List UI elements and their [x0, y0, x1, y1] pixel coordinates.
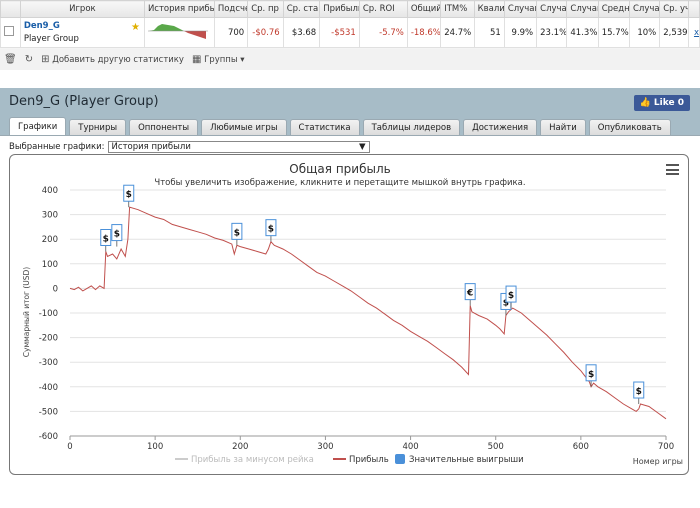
avg-profit-cell: -$0.76 [247, 17, 284, 48]
stats-table: Игрок История прибыли Подсчет Ср. пр Ср.… [0, 0, 700, 48]
stat-cell: 15.7% [597, 17, 630, 48]
trash-icon[interactable]: 🗑 [4, 54, 17, 65]
table-row[interactable]: Den9_G Player Group ★ 700 -$0.76 $3.68 -… [0, 17, 700, 48]
medal-icon: ★ [130, 22, 140, 33]
quali-cell: 51 [473, 17, 505, 48]
like-label: Like 0 [653, 98, 684, 108]
tab-opponents[interactable]: Оппоненты [129, 119, 199, 135]
column-header[interactable]: Игрок [19, 0, 145, 18]
groups-dropdown[interactable]: ▦ Группы ▾ [192, 54, 245, 65]
player-cell[interactable]: Den9_G Player Group ★ [19, 17, 145, 48]
remove-column-header [688, 0, 700, 18]
player-group-label: Player Group [23, 34, 79, 44]
column-header[interactable]: Ср. пр [247, 0, 284, 18]
stat-cell: 41.3% [566, 17, 599, 48]
avg-roi-cell: -5.7% [358, 17, 408, 48]
profit-sparkline-cell [143, 17, 215, 48]
panel-title: Den9_G (Player Group) [9, 94, 159, 109]
tab-statistics[interactable]: Статистика [289, 119, 360, 135]
panel-tabs: Графики Турниры Оппоненты Любимые игры С… [0, 117, 700, 135]
column-header[interactable]: История прибыли [143, 0, 215, 18]
avg-entrants-cell: 2,539 [659, 17, 690, 48]
chart-title: Общая прибыль [289, 162, 391, 176]
column-header[interactable]: Ср. уч [659, 0, 690, 18]
chart-menu-icon[interactable] [666, 164, 679, 175]
select-column-header [0, 0, 21, 18]
plus-icon: ⊞ [41, 54, 50, 65]
profit-sparkline [147, 24, 208, 39]
thumbs-up-icon: 👍 [639, 98, 651, 108]
itm-cell: 24.7% [440, 17, 475, 48]
stat-cell: 9.9% [503, 17, 538, 48]
column-header[interactable]: Общий [406, 0, 442, 18]
count-cell: 700 [213, 17, 249, 48]
refresh-icon[interactable]: ↻ [24, 54, 34, 65]
column-header[interactable]: Средн [597, 0, 630, 18]
player-panel-header: Den9_G (Player Group) 👍 Like 0 [0, 88, 700, 117]
profit-cell: -$531 [319, 17, 360, 48]
total-roi-cell: -18.6% [406, 17, 442, 48]
tab-find[interactable]: Найти [540, 119, 586, 135]
dropdown-arrow-icon: ▼ [358, 142, 366, 152]
table-header-row: Игрок История прибыли Подсчет Ср. пр Ср.… [0, 0, 700, 18]
stat-cell: 10% [628, 17, 661, 48]
tab-achievements[interactable]: Достижения [463, 119, 538, 135]
tab-favorite-games[interactable]: Любимые игры [201, 119, 287, 135]
column-header[interactable]: Случа [536, 0, 568, 18]
column-header[interactable]: Квали [473, 0, 505, 18]
chart-select-value: История прибыли [111, 142, 191, 152]
facebook-like-button[interactable]: 👍 Like 0 [633, 95, 690, 111]
groups-label: Группы [204, 55, 238, 65]
column-header[interactable]: Случаи [566, 0, 599, 18]
row-select-cell[interactable] [0, 17, 21, 48]
column-header[interactable]: ITM% [440, 0, 475, 18]
column-header[interactable]: Ср. ROI [358, 0, 408, 18]
chevron-down-icon: ▾ [240, 55, 245, 65]
chart-container[interactable] [9, 154, 689, 475]
stat-cell: 23.1% [536, 17, 568, 48]
row-checkbox[interactable] [4, 26, 14, 36]
tab-publish[interactable]: Опубликовать [588, 119, 671, 135]
chart-select-row: Выбранные графики: История прибыли ▼ [9, 141, 370, 153]
player-name-link[interactable]: Den9_G [23, 21, 60, 31]
tab-leaderboards[interactable]: Таблицы лидеров [362, 119, 461, 135]
tab-tournaments[interactable]: Турниры [69, 119, 127, 135]
remove-row-link[interactable]: x [688, 17, 700, 48]
selected-charts-label: Выбранные графики: [9, 142, 105, 152]
groups-icon: ▦ [191, 54, 202, 65]
column-header[interactable]: Прибыль [319, 0, 360, 18]
grid-toolbar: 🗑 ↻ ⊞ Добавить другую статистику ▦ Групп… [0, 49, 700, 70]
column-header[interactable]: Случаи [628, 0, 661, 18]
add-stat-button[interactable]: ⊞ Добавить другую статистику [41, 54, 184, 65]
chart-subtitle: Чтобы увеличить изображение, кликните и … [154, 178, 526, 188]
column-header[interactable]: Случаи [503, 0, 538, 18]
player-stats-grid: Игрок История прибыли Подсчет Ср. пр Ср.… [0, 0, 700, 70]
tab-charts[interactable]: Графики [9, 117, 67, 135]
chart-select[interactable]: История прибыли ▼ [107, 141, 370, 153]
column-header[interactable]: Подсчет [213, 0, 249, 18]
column-header[interactable]: Ср. ста [282, 0, 321, 18]
avg-stake-cell: $3.68 [282, 17, 321, 48]
add-stat-label: Добавить другую статистику [52, 55, 184, 65]
